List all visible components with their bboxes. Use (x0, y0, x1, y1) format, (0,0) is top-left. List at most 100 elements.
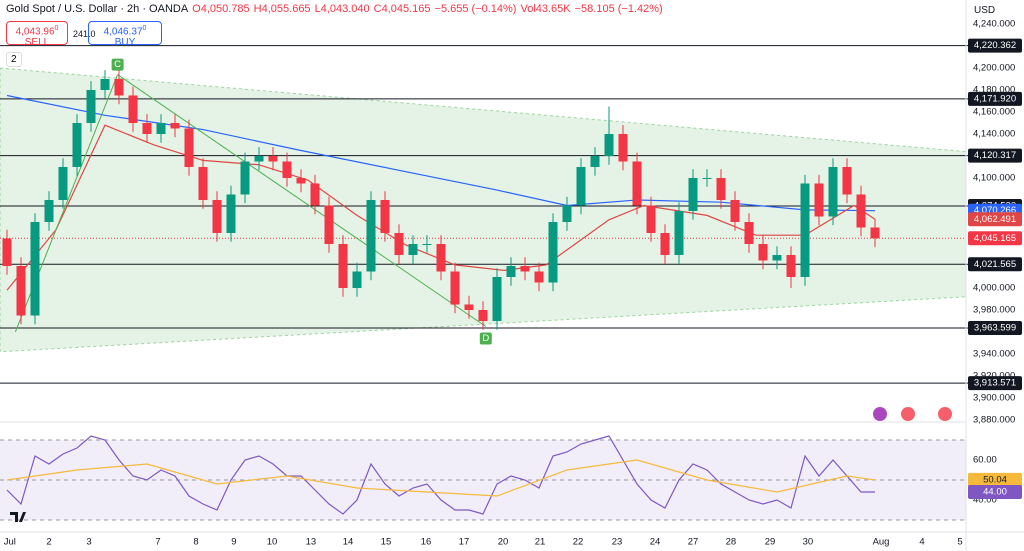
y-tick-label: 4,100.000 (973, 173, 1015, 184)
quote-item: −5.655 (−0.14%) (434, 3, 517, 15)
price-label: 3,963.599 (974, 323, 1016, 334)
candle-body (366, 199, 376, 272)
candle-body (72, 122, 82, 167)
candle-body (758, 243, 768, 261)
candle-body (16, 265, 26, 316)
symbol: Gold Spot / U.S. Dollar · 2h · OANDA (6, 3, 189, 15)
x-tick-label: 2 (46, 537, 51, 548)
candle-body (380, 199, 390, 233)
candle-body (30, 221, 40, 316)
point-label: C (114, 59, 121, 70)
y-tick-label: 3,940.000 (973, 349, 1015, 360)
x-tick-label: 10 (267, 537, 278, 548)
y-tick-label: 3,880.000 (973, 415, 1015, 426)
price-label: 50.04 (983, 474, 1007, 485)
candle-body (646, 205, 656, 233)
quote-item: Vol43.65K (520, 3, 571, 15)
candle-body (856, 194, 866, 228)
candle-body (828, 166, 838, 217)
candle-body (548, 221, 558, 283)
icons (10, 407, 952, 522)
candle-body (226, 194, 236, 233)
candle-body (716, 177, 726, 200)
candle-body (100, 78, 110, 90)
header: Gold Spot / U.S. Dollar · 2h · OANDA O4,0… (6, 3, 671, 15)
buy-price: 4,046.37 (103, 26, 143, 38)
y-tick-label: 3,920.000 (973, 371, 1015, 382)
candle-body (212, 199, 222, 233)
buy-button[interactable]: 4,046.370 BUY (88, 21, 162, 49)
x-tick-label: 5 (957, 537, 962, 548)
quote-item: −58.105 (−1.42%) (574, 3, 663, 15)
point-label: D (482, 333, 489, 344)
sell-label: SELL (24, 37, 50, 49)
y-tick-label: 4,180.000 (973, 84, 1015, 95)
candle-body (408, 243, 418, 255)
y-tick-label: 4,240.000 (973, 18, 1015, 29)
rsi-tick-label: 60.00 (973, 455, 997, 466)
candle-body (800, 183, 810, 277)
candle-body (156, 122, 166, 134)
x-tick-label: 29 (765, 537, 776, 548)
x-tick-label: 17 (459, 537, 470, 548)
candle-body (296, 177, 306, 184)
sell-button[interactable]: 4,043.960 SELL (6, 21, 68, 49)
x-tick-label: Jul (4, 537, 16, 548)
price-label: 4,021.565 (974, 259, 1016, 270)
price-label-bg (968, 376, 1022, 391)
rsi-ma-line (6, 459, 876, 497)
price-label: 4,171.920 (974, 93, 1016, 104)
sell-sup: 0 (54, 25, 59, 32)
x-tick-label: 4 (919, 537, 924, 548)
x-tick-label: 27 (688, 537, 699, 548)
x-tick-label: 28 (726, 537, 737, 548)
candle-body (660, 232, 670, 255)
candle-body (870, 227, 880, 239)
price-label-bg (968, 148, 1022, 163)
y-tick-label: 3,900.000 (973, 393, 1015, 404)
quote-item: H4,055.665 (253, 3, 311, 15)
y-tick-label: 4,200.000 (973, 62, 1015, 73)
x-tick-label: 15 (381, 537, 392, 548)
x-tick-label: 24 (650, 537, 661, 548)
quote: O4,050.785 H4,055.665 L4,043.040 C4,045.165… (192, 3, 667, 15)
candle-body (422, 243, 432, 245)
price-label-bg (968, 485, 1022, 499)
rsi-line (6, 435, 875, 515)
price-label: 3,913.571 (974, 378, 1016, 389)
candle-body (170, 122, 180, 129)
price-label: 44.00 (983, 487, 1007, 498)
candle-body (254, 155, 264, 162)
candle-body (184, 128, 194, 167)
x-tick-label: 23 (612, 537, 623, 548)
candle-body (478, 309, 488, 321)
candle-body (562, 205, 572, 222)
x-tick-label: 21 (535, 537, 546, 548)
currency[interactable]: USD (974, 5, 996, 16)
candle-body (618, 133, 628, 162)
candle-body (324, 205, 334, 244)
candle-body (576, 166, 586, 206)
candle-body (436, 243, 446, 272)
candle-body (590, 155, 600, 167)
candle-body (394, 232, 404, 255)
candle-body (702, 177, 712, 179)
buy-label: BUY (114, 37, 136, 49)
quote-item: C4,045.165 (373, 3, 431, 15)
x-tick-label: 3 (86, 537, 91, 548)
x-tick-label: 14 (343, 537, 354, 548)
triangle-pattern (0, 67, 966, 353)
x-tick-label: 30 (803, 537, 814, 548)
price-label-bg (968, 212, 1022, 227)
price-label-bg (968, 257, 1022, 272)
candle-body (506, 265, 516, 277)
candle-body (814, 183, 824, 217)
candle-body (2, 238, 12, 266)
candle-body (282, 161, 292, 178)
candle-body (86, 89, 96, 123)
y-tick-label: 3,980.000 (973, 305, 1015, 316)
candle-body (520, 265, 530, 272)
indicator-toggle[interactable]: 2 (6, 52, 22, 67)
point-marker (479, 332, 492, 345)
